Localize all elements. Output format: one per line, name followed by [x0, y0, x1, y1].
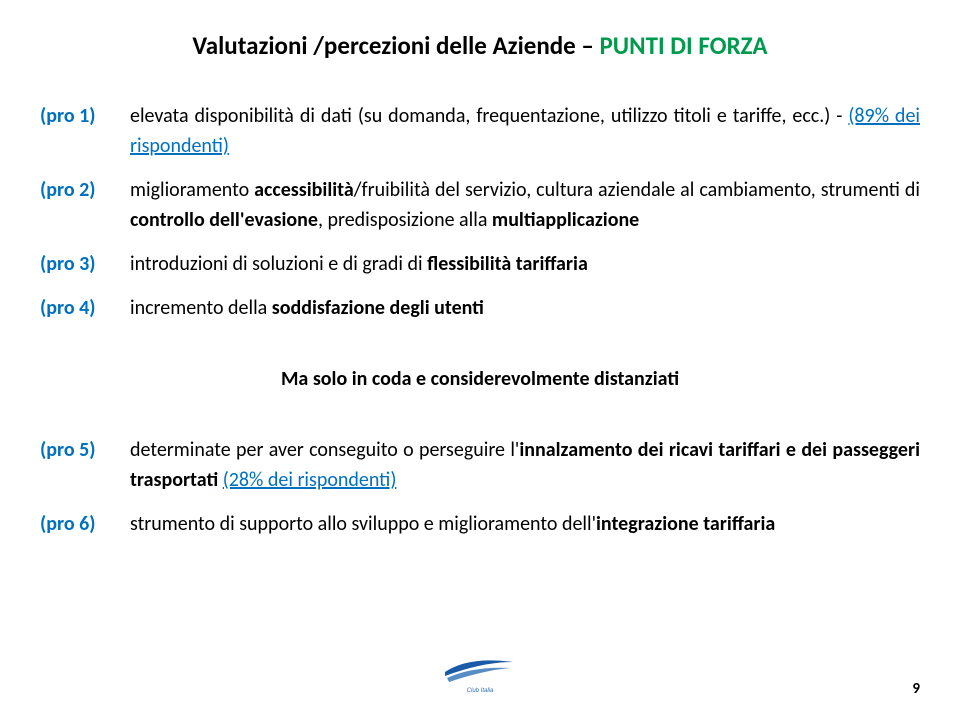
title-part1: Valutazioni /percezioni delle Aziende – [192, 30, 599, 61]
list-item-label: (pro 2) [40, 175, 130, 205]
list-item-label: (pro 3) [40, 249, 130, 279]
list-item-desc: introduzioni di soluzioni e di gradi di … [130, 249, 920, 279]
list-item-desc: strumento di supporto allo sviluppo e mi… [130, 509, 920, 539]
list-item-label: (pro 5) [40, 435, 130, 465]
list-group-1: (pro 1)elevata disponibilità di dati (su… [40, 101, 920, 323]
page-title: Valutazioni /percezioni delle Aziende – … [40, 30, 920, 61]
list-item: (pro 2)miglioramento accessibilità/fruib… [40, 175, 920, 235]
list-group-2: (pro 5)determinate per aver conseguito o… [40, 435, 920, 539]
list-item: (pro 4)incremento della soddisfazione de… [40, 293, 920, 323]
list-item: (pro 5)determinate per aver conseguito o… [40, 435, 920, 495]
mid-note: Ma solo in coda e considerevolmente dist… [40, 367, 920, 391]
list-item-desc: miglioramento accessibilità/fruibilità d… [130, 175, 920, 235]
list-item-desc: determinate per aver conseguito o perseg… [130, 435, 920, 495]
page-number: 9 [912, 680, 920, 698]
list-item-desc: elevata disponibilità di dati (su domand… [130, 101, 920, 161]
title-part2: PUNTI DI FORZA [600, 30, 768, 61]
footer-logo: Club Italia [439, 652, 521, 696]
list-item-label: (pro 1) [40, 101, 130, 131]
list-item: (pro 1)elevata disponibilità di dati (su… [40, 101, 920, 161]
list-item-desc: incremento della soddisfazione degli ute… [130, 293, 920, 323]
svg-text:Club Italia: Club Italia [467, 688, 494, 694]
list-item-label: (pro 4) [40, 293, 130, 323]
list-item-label: (pro 6) [40, 509, 130, 539]
list-item: (pro 3)introduzioni di soluzioni e di gr… [40, 249, 920, 279]
list-item: (pro 6)strumento di supporto allo svilup… [40, 509, 920, 539]
